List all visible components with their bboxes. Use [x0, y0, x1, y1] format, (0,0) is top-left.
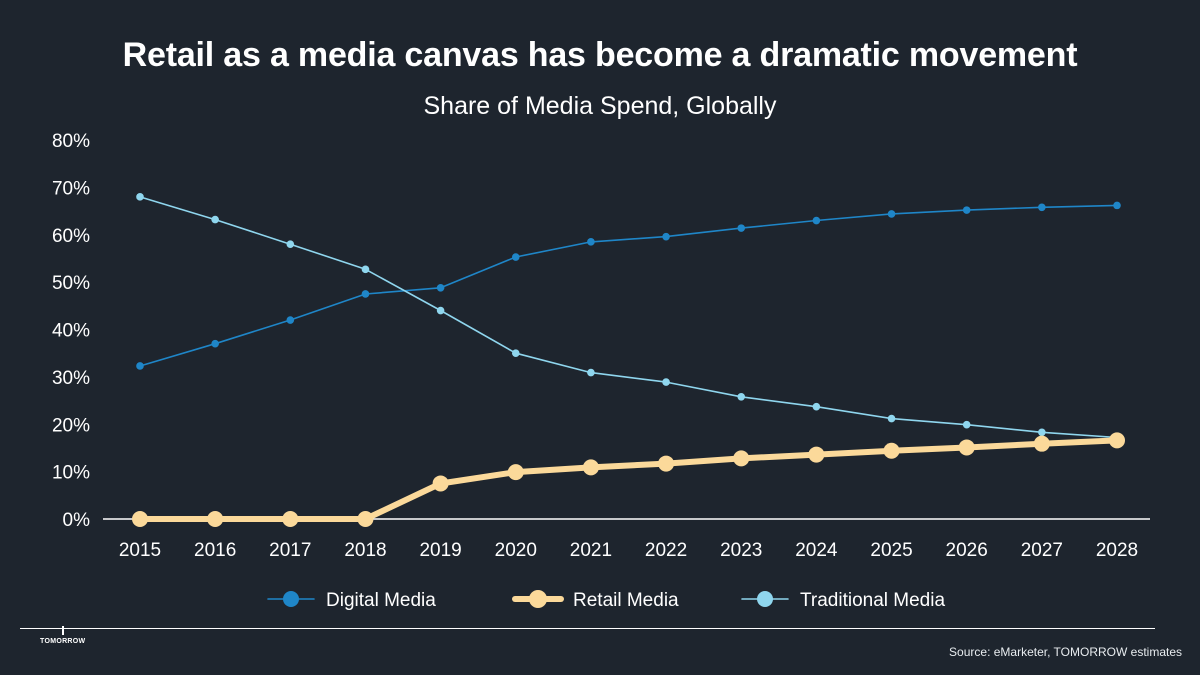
- data-point-digital-media: [436, 284, 445, 292]
- x-tick-label: 2018: [344, 540, 386, 561]
- series-retail-media: [132, 432, 1125, 527]
- y-tick-label: 30%: [52, 368, 90, 389]
- source-note: Source: eMarketer, TOMORROW estimates: [949, 645, 1182, 659]
- x-tick-label: 2020: [495, 540, 537, 561]
- data-point-traditional-media: [361, 265, 370, 274]
- x-tick-label: 2024: [795, 540, 838, 561]
- data-point-retail-media: [1109, 432, 1125, 449]
- data-point-traditional-media: [587, 368, 595, 377]
- x-tick-label: 2021: [570, 540, 612, 561]
- x-tick-label: 2027: [1021, 540, 1063, 561]
- y-tick-label: 10%: [52, 463, 90, 484]
- y-tick-label: 40%: [52, 321, 90, 342]
- y-tick-label: 50%: [52, 273, 90, 294]
- x-tick-label: 2025: [870, 540, 912, 561]
- data-point-digital-media: [286, 316, 295, 324]
- data-point-traditional-media: [887, 414, 896, 423]
- data-point-traditional-media: [211, 215, 219, 224]
- brand-logo: TOMORROW: [40, 638, 86, 645]
- data-point-digital-media: [1113, 201, 1121, 210]
- legend-label-traditional-media: Traditional Media: [800, 590, 945, 611]
- x-tick-label: 2023: [720, 540, 762, 561]
- data-point-retail-media: [658, 455, 675, 472]
- series-layer: [132, 193, 1125, 527]
- data-point-retail-media: [883, 442, 900, 459]
- data-point-retail-media: [733, 450, 750, 467]
- x-tick-label: 2026: [946, 540, 988, 561]
- y-tick-label: 80%: [52, 131, 90, 152]
- data-point-traditional-media: [436, 306, 445, 315]
- legend-item-digital-media: Digital Media: [267, 590, 436, 611]
- series-line-digital-media: [139, 204, 1118, 367]
- data-point-digital-media: [136, 362, 144, 370]
- data-point-digital-media: [812, 216, 821, 225]
- x-tick-label: 2017: [269, 540, 311, 561]
- legend-marker-digital-media: [283, 591, 299, 607]
- data-point-digital-media: [1038, 203, 1046, 212]
- y-tick-label: 0%: [63, 510, 91, 531]
- x-axis: 2015 2016 2017 2018 2019 2020 2021 2022 2023 2024…: [103, 518, 1150, 561]
- data-point-retail-media: [132, 511, 148, 527]
- series-line-traditional-media: [139, 196, 1118, 439]
- x-tick-label: 2028: [1096, 540, 1138, 561]
- data-point-digital-media: [662, 232, 670, 241]
- data-point-traditional-media: [136, 193, 144, 201]
- series-traditional-media: [136, 193, 1121, 442]
- data-point-traditional-media: [286, 240, 295, 249]
- legend-marker-retail-media: [529, 590, 547, 608]
- y-tick-label: 20%: [52, 415, 90, 436]
- data-point-traditional-media: [812, 402, 821, 411]
- x-tick-label: 2022: [645, 540, 687, 561]
- legend-label-digital-media: Digital Media: [326, 590, 436, 611]
- x-tick-label: 2016: [194, 540, 236, 561]
- data-point-retail-media: [582, 459, 599, 476]
- data-point-retail-media: [808, 446, 825, 463]
- y-tick-label: 70%: [52, 178, 90, 199]
- data-point-traditional-media: [662, 378, 670, 386]
- data-point-digital-media: [962, 206, 971, 214]
- series-line-retail-media: [137, 437, 1120, 522]
- legend-item-traditional-media: Traditional Media: [741, 590, 945, 611]
- legend-label-retail-media: Retail Media: [573, 590, 679, 611]
- data-point-digital-media: [511, 253, 520, 261]
- data-point-retail-media: [282, 511, 299, 527]
- footer-divider-tick: [62, 626, 64, 635]
- footer-divider: [20, 628, 1155, 629]
- legend-marker-traditional-media: [757, 591, 773, 607]
- data-point-traditional-media: [1038, 428, 1046, 437]
- data-point-traditional-media: [737, 392, 746, 401]
- data-point-retail-media: [1033, 435, 1050, 452]
- data-point-traditional-media: [962, 420, 971, 429]
- chart-title: Retail as a media canvas has become a dr…: [122, 36, 1078, 74]
- chart-subtitle: Share of Media Spend, Globally: [423, 92, 777, 120]
- data-point-digital-media: [211, 339, 219, 348]
- legend: Digital Media Retail Media Traditional Med…: [267, 590, 945, 611]
- data-point-retail-media: [357, 511, 374, 527]
- data-point-retail-media: [432, 475, 449, 492]
- data-point-digital-media: [737, 224, 746, 232]
- y-axis: 0% 10% 20% 30% 40% 50% 60% 70% 80%: [52, 131, 90, 531]
- data-point-retail-media: [507, 464, 524, 481]
- data-point-digital-media: [361, 290, 370, 298]
- data-point-digital-media: [587, 238, 595, 246]
- series-digital-media: [136, 201, 1121, 370]
- x-tick-label: 2019: [419, 540, 461, 561]
- data-point-digital-media: [887, 210, 896, 218]
- data-point-retail-media: [958, 439, 975, 456]
- y-tick-label: 60%: [52, 226, 90, 247]
- legend-item-retail-media: Retail Media: [512, 590, 679, 611]
- data-point-retail-media: [207, 511, 224, 527]
- data-point-traditional-media: [511, 349, 520, 357]
- x-tick-label: 2015: [119, 540, 161, 561]
